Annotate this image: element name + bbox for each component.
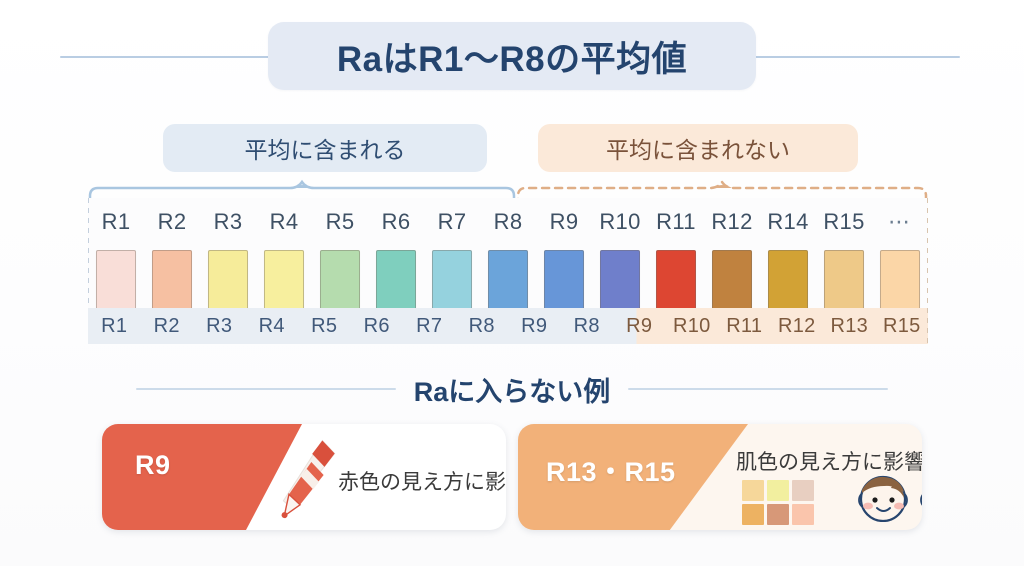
cri-swatch-row (88, 246, 928, 310)
cri-swatch-cell (816, 250, 872, 310)
cri-bottom-label: R8 (573, 314, 600, 337)
skin-tone-swatch (792, 480, 814, 501)
cri-bottom-label: R9 (626, 314, 653, 337)
cri-bottom-label: R7 (416, 314, 443, 337)
cri-swatch (600, 250, 640, 310)
cri-top-label: R8 (493, 209, 523, 234)
section-divider-line-right (628, 388, 889, 390)
bracket-excluded (516, 179, 928, 208)
cri-swatch (320, 250, 360, 310)
cri-swatch (488, 250, 528, 310)
cri-top-label: R9 (549, 209, 579, 234)
skin-tone-swatch (742, 504, 764, 525)
category-badge-included-label: 平均に含まれる (244, 137, 406, 163)
cri-top-label: R10 (599, 209, 641, 234)
cri-bottom-label: R12 (777, 314, 816, 337)
cri-swatch (712, 250, 752, 310)
example-card-r9-text: 赤色の見え方に影響 (338, 471, 506, 494)
cri-swatch-cell (872, 250, 928, 310)
cri-top-label: R11 (656, 209, 696, 234)
cri-swatch-cell (312, 250, 368, 310)
cri-top-label: R3 (213, 209, 243, 234)
cri-swatch-cell (480, 250, 536, 310)
cri-chart-panel: R1 R2 R3 R4 R5 R6 R7 R8 R9 R10 R11 R12 R14 R15 ⋯ R1 R2 R… (88, 198, 928, 344)
cri-bottom-label: R6 (363, 314, 390, 337)
cri-swatch (768, 250, 808, 310)
example-card-r13-r15-text: 肌色の見え方に影響 (736, 451, 922, 474)
cri-swatch (432, 250, 472, 310)
category-badge-excluded-label: 平均に含まれない (606, 137, 790, 163)
cri-bottom-label: R5 (311, 314, 338, 337)
cri-swatch-cell (536, 250, 592, 310)
cri-swatch (96, 250, 136, 310)
cri-swatch-cell (648, 250, 704, 310)
red-crayon-icon (281, 439, 336, 519)
cri-top-label: R15 (823, 209, 865, 234)
cri-swatch-cell (144, 250, 200, 310)
cri-swatch-cell (368, 250, 424, 310)
example-card-r13-r15-badge: R13・R15 (546, 457, 676, 487)
cri-top-label-row: R1 R2 R3 R4 R5 R6 R7 R8 R9 R10 R11 R12 R14 R15 ⋯ (88, 202, 928, 242)
example-card-r9[interactable]: R9 赤色の見え方に影響 (102, 424, 506, 530)
cri-bottom-label: R4 (258, 314, 285, 337)
cri-bottom-label: R13 (830, 314, 869, 337)
cri-top-label: R7 (437, 209, 467, 234)
cri-top-label: R5 (325, 209, 355, 234)
skin-tone-swatch (792, 504, 814, 525)
cri-bottom-label: R9 (521, 314, 548, 337)
cri-swatch-cell (592, 250, 648, 310)
cri-top-label: R12 (711, 209, 753, 234)
cri-bottom-label: R11 (726, 314, 763, 337)
cri-top-label: R2 (157, 209, 187, 234)
skin-tone-swatch (767, 480, 789, 501)
cri-swatch (152, 250, 192, 310)
page-title: RaはR1〜R8の平均値 (336, 39, 688, 79)
cri-swatch-cell (200, 250, 256, 310)
page-title-pill: RaはR1〜R8の平均値 (268, 22, 756, 90)
category-badge-excluded: 平均に含まれない (538, 124, 858, 172)
cri-top-label: R4 (269, 209, 299, 234)
cri-swatch (208, 250, 248, 310)
cri-bottom-label: R3 (206, 314, 233, 337)
skin-tone-swatch (767, 504, 789, 525)
cri-bottom-label: R8 (468, 314, 495, 337)
cri-bottom-strip-background (88, 308, 928, 344)
section-divider-line-left (135, 388, 396, 390)
cri-bottom-label: R1 (101, 314, 128, 337)
cri-swatch (264, 250, 304, 310)
cri-bottom-label: R15 (882, 314, 921, 337)
skin-tone-faces-icon (858, 475, 922, 522)
cri-swatch (880, 250, 920, 310)
cri-swatch (376, 250, 416, 310)
cri-top-label: R6 (381, 209, 411, 234)
cri-bottom-label-row: R1 R2 R3 R4 R5 R6 R7 R8 R9 R8 R9 R10 R11 R12 R13 R15 (88, 308, 928, 344)
example-card-r13-r15[interactable]: R13・R15 肌色の見え方に影響 (518, 424, 922, 530)
cri-swatch-cell (424, 250, 480, 310)
bracket-included (88, 179, 516, 208)
cri-top-label: R1 (101, 209, 131, 234)
section-divider: Raに入らない例 (0, 368, 1024, 410)
cri-swatch-cell (760, 250, 816, 310)
cri-swatch (656, 250, 696, 310)
category-badge-included: 平均に含まれる (163, 124, 487, 172)
cri-swatch-cell (704, 250, 760, 310)
section-title: Raに入らない例 (413, 376, 611, 407)
cri-swatch-cell (256, 250, 312, 310)
skin-tone-swatch-grid (742, 480, 814, 525)
cri-bottom-label: R10 (672, 314, 711, 337)
cri-swatch (544, 250, 584, 310)
cri-top-label: ⋯ (888, 209, 912, 234)
skin-tone-swatch (742, 480, 764, 501)
cri-swatch-cell (88, 250, 144, 310)
example-card-r9-badge: R9 (135, 450, 171, 480)
cri-bottom-label: R2 (153, 314, 180, 337)
cri-top-label: R14 (767, 209, 809, 234)
cri-swatch (824, 250, 864, 310)
